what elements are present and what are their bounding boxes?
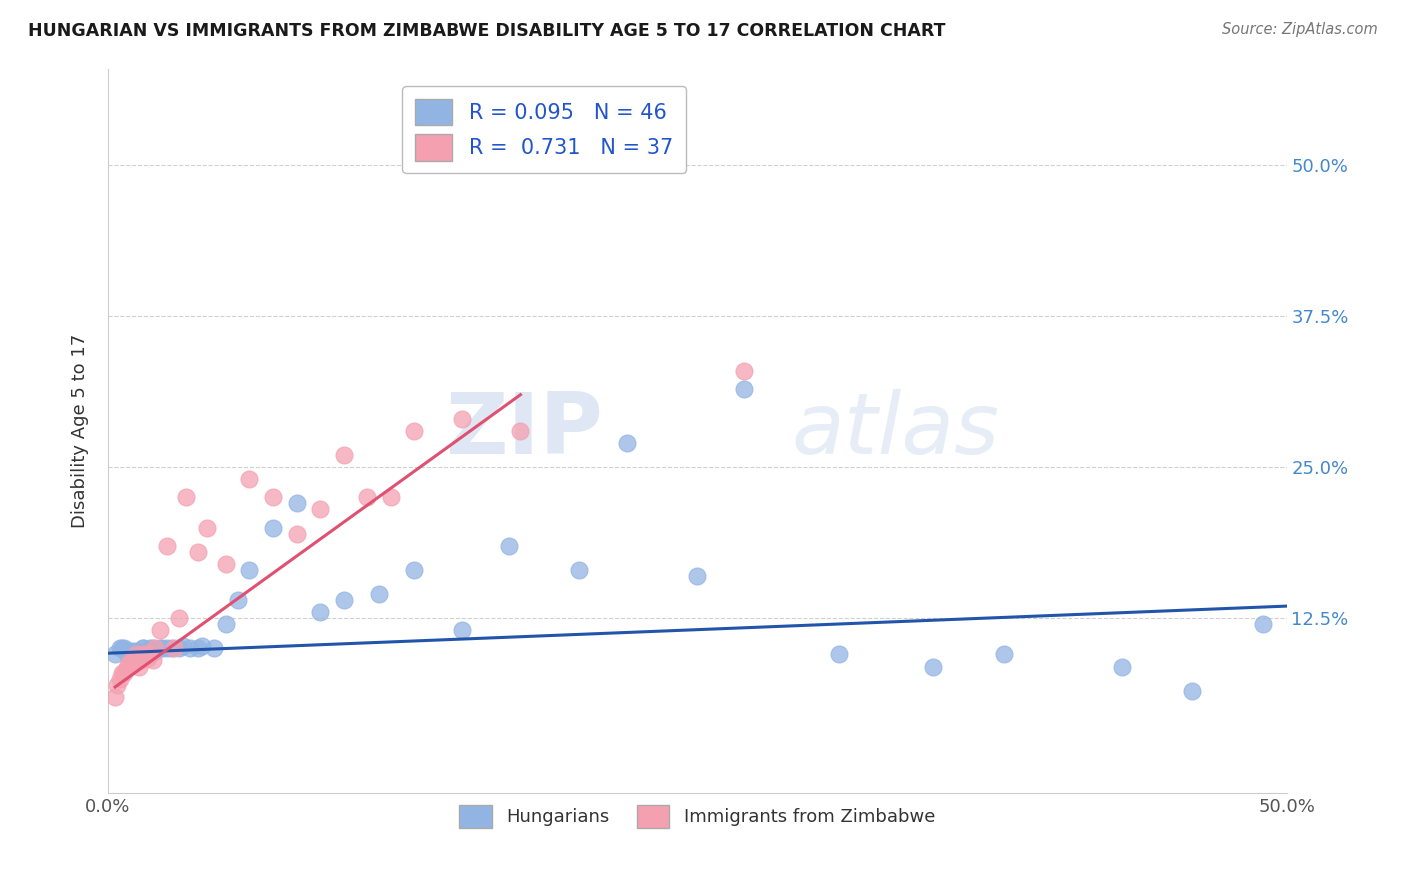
Point: [733, 363, 755, 377]
Point: [450, 624, 472, 638]
Point: [115, 648, 138, 662]
Point: [179, 641, 201, 656]
Point: [285, 496, 308, 510]
Point: [993, 648, 1015, 662]
Point: [285, 526, 308, 541]
Point: [616, 436, 638, 450]
Point: [104, 690, 127, 704]
Point: [568, 563, 591, 577]
Point: [111, 665, 134, 680]
Point: [191, 639, 214, 653]
Point: [111, 641, 134, 656]
Point: [922, 659, 945, 673]
Point: [160, 641, 183, 656]
Point: [172, 639, 194, 653]
Point: [187, 641, 209, 656]
Point: [238, 563, 260, 577]
Point: [404, 563, 426, 577]
Point: [332, 593, 354, 607]
Point: [104, 648, 127, 662]
Point: [1111, 659, 1133, 673]
Text: ZIP: ZIP: [446, 390, 603, 473]
Point: [238, 472, 260, 486]
Point: [828, 648, 851, 662]
Point: [125, 644, 148, 658]
Point: [132, 641, 155, 656]
Point: [498, 539, 520, 553]
Point: [309, 502, 332, 516]
Point: [733, 382, 755, 396]
Point: [215, 557, 238, 571]
Point: [114, 665, 136, 680]
Point: [122, 653, 145, 667]
Point: [167, 611, 190, 625]
Point: [686, 569, 709, 583]
Point: [368, 587, 391, 601]
Point: [215, 617, 238, 632]
Point: [135, 648, 157, 662]
Point: [149, 641, 172, 656]
Point: [128, 659, 150, 673]
Point: [108, 672, 131, 686]
Text: Source: ZipAtlas.com: Source: ZipAtlas.com: [1222, 22, 1378, 37]
Point: [118, 656, 141, 670]
Text: HUNGARIAN VS IMMIGRANTS FROM ZIMBABWE DISABILITY AGE 5 TO 17 CORRELATION CHART: HUNGARIAN VS IMMIGRANTS FROM ZIMBABWE DI…: [28, 22, 946, 40]
Point: [118, 644, 141, 658]
Point: [174, 491, 197, 505]
Point: [136, 644, 159, 658]
Point: [195, 520, 218, 534]
Point: [167, 641, 190, 656]
Point: [309, 605, 332, 619]
Point: [149, 624, 172, 638]
Point: [115, 659, 138, 673]
Point: [356, 491, 378, 505]
Point: [129, 653, 152, 667]
Point: [509, 424, 531, 438]
Point: [142, 641, 165, 656]
Point: [1251, 617, 1274, 632]
Point: [380, 491, 402, 505]
Point: [332, 448, 354, 462]
Point: [142, 653, 165, 667]
Point: [121, 653, 143, 667]
Text: atlas: atlas: [792, 390, 1000, 473]
Point: [136, 651, 159, 665]
Y-axis label: Disability Age 5 to 17: Disability Age 5 to 17: [72, 334, 89, 528]
Point: [450, 412, 472, 426]
Point: [150, 641, 173, 656]
Point: [121, 644, 143, 658]
Point: [108, 641, 131, 656]
Legend: Hungarians, Immigrants from Zimbabwe: Hungarians, Immigrants from Zimbabwe: [453, 797, 942, 835]
Point: [226, 593, 249, 607]
Point: [132, 648, 155, 662]
Point: [262, 520, 284, 534]
Point: [156, 539, 179, 553]
Point: [143, 641, 166, 656]
Point: [1181, 683, 1204, 698]
Point: [143, 644, 166, 658]
Point: [125, 648, 148, 662]
Point: [156, 641, 179, 656]
Point: [163, 641, 186, 656]
Point: [139, 648, 162, 662]
Point: [114, 641, 136, 656]
Point: [262, 491, 284, 505]
Point: [187, 545, 209, 559]
Point: [404, 424, 426, 438]
Point: [132, 641, 155, 656]
Point: [139, 641, 162, 656]
Point: [202, 641, 225, 656]
Point: [128, 648, 150, 662]
Point: [107, 678, 129, 692]
